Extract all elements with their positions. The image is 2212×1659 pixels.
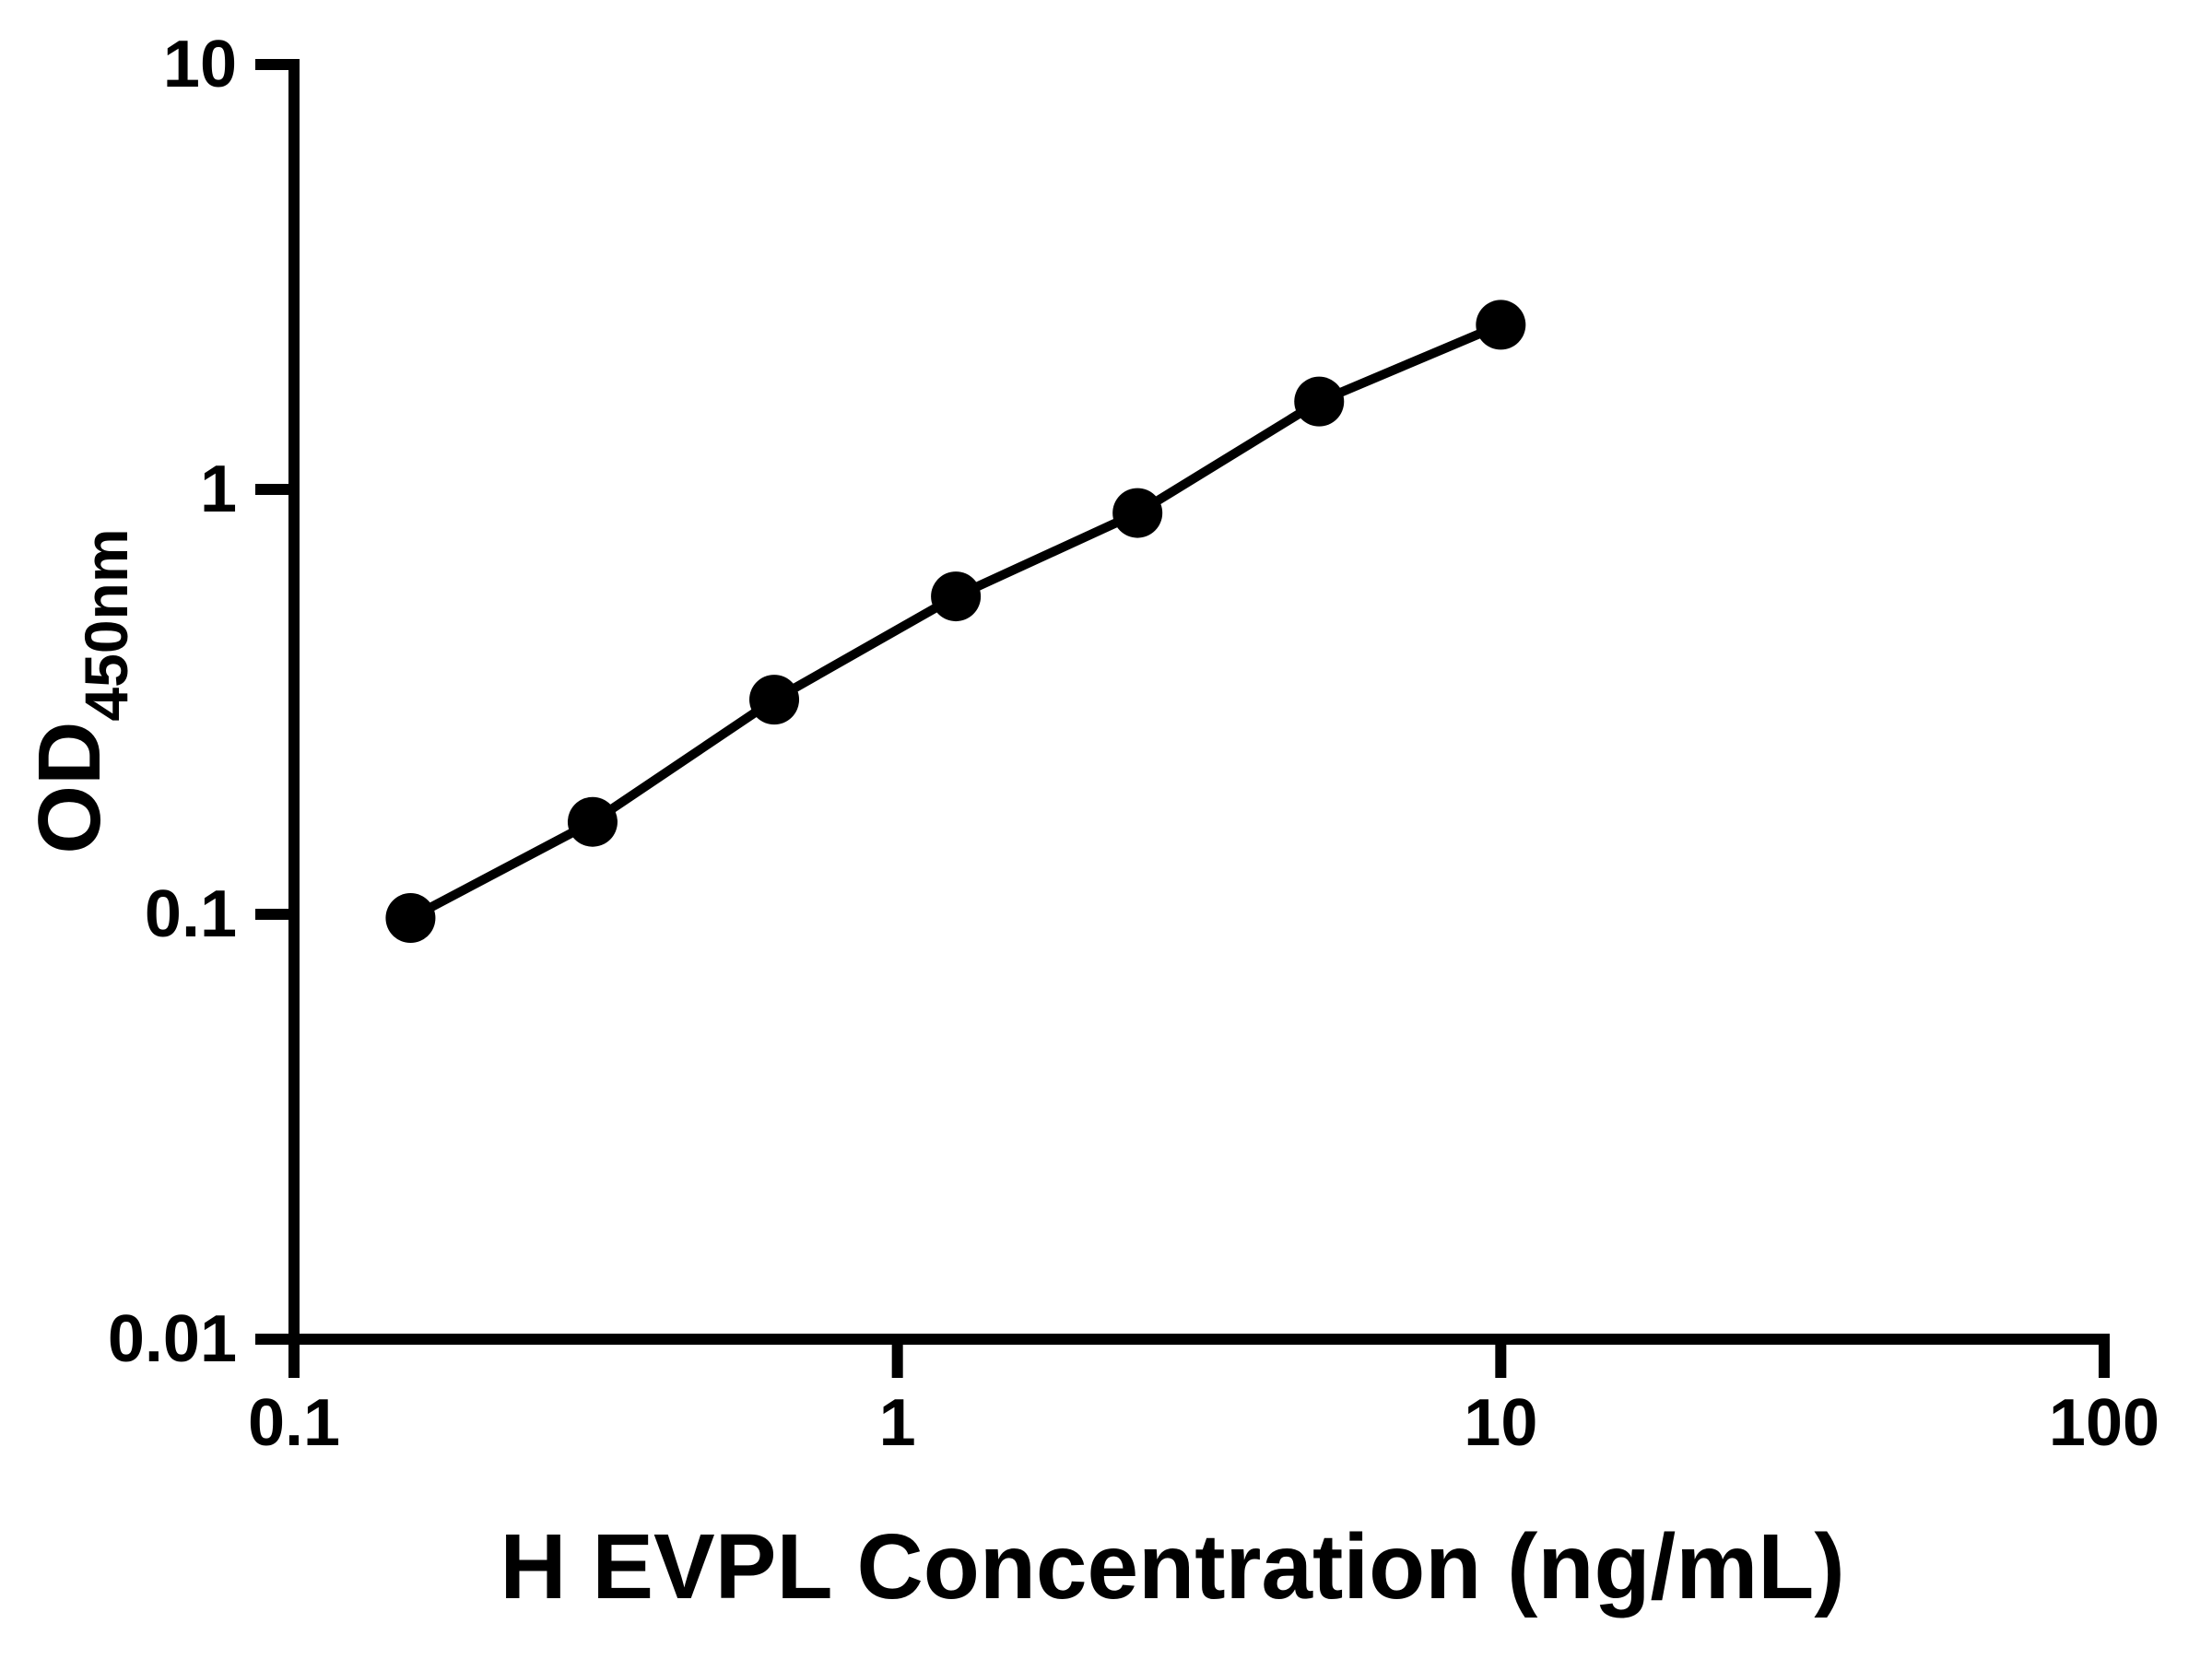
y-tick-label: 0.1 [144,877,237,951]
data-point-marker [1294,376,1345,427]
data-point-marker [1112,488,1163,538]
x-tick-label: 1 [878,1386,916,1460]
y-tick-label: 10 [162,28,237,101]
data-point-marker [749,675,800,725]
y-axis-title: OD450nm [20,528,140,853]
data-point-marker [567,796,618,847]
x-axis-title: H EVPL Concentration (ng/mL) [500,1515,1845,1618]
x-tick-label: 10 [1464,1386,1538,1460]
data-point-marker [931,571,982,622]
y-tick-label: 1 [199,453,237,526]
y-axis-title-text: OD [20,721,120,854]
data-point-marker [1476,300,1526,350]
y-axis-title-subscript: 450nm [71,528,140,722]
x-tick-label: 0.1 [247,1386,341,1460]
y-tick-label: 0.01 [107,1302,237,1376]
x-tick-label: 100 [2048,1386,2160,1460]
data-point-marker [385,893,436,944]
